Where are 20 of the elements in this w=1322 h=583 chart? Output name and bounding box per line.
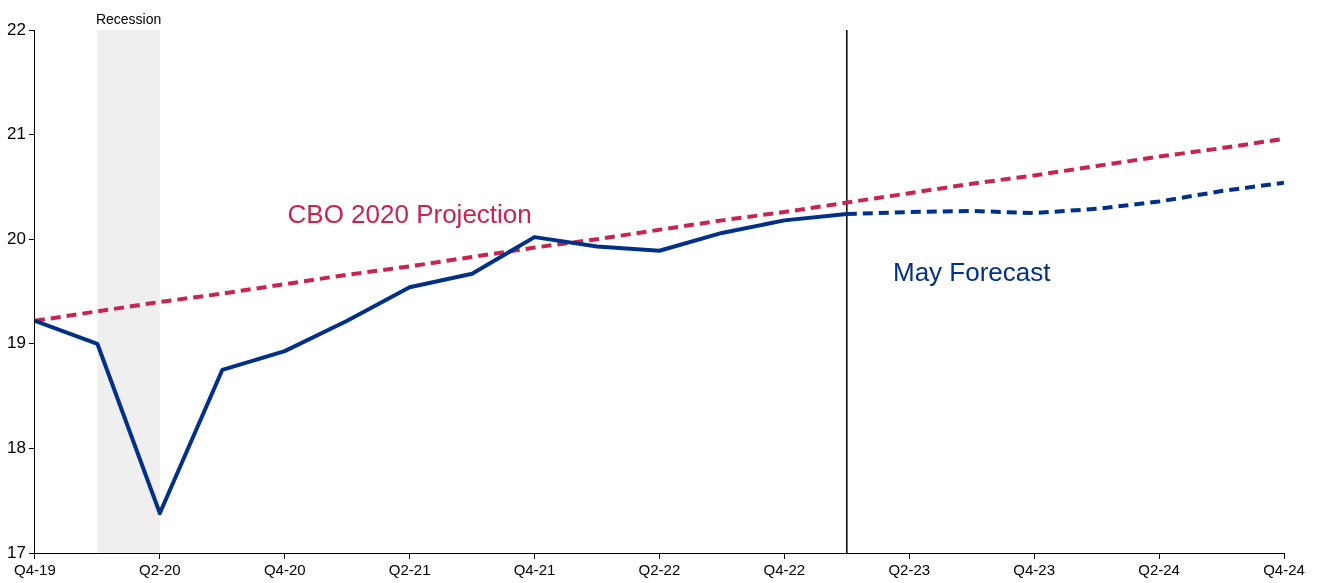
y-tick-label: 17 xyxy=(6,542,26,562)
y-tick-label: 22 xyxy=(6,19,26,39)
x-tick-label: Q2-20 xyxy=(138,561,181,579)
x-tick-label: Q4-24 xyxy=(1263,561,1305,579)
x-tick-label: Q4-21 xyxy=(513,561,556,579)
x-tick-label: Q2-24 xyxy=(1138,561,1180,579)
x-tick-label: Q2-21 xyxy=(388,561,431,579)
y-tick-label: 19 xyxy=(6,333,26,353)
y-tick-label: 20 xyxy=(6,228,26,248)
x-tick-label: Q2-22 xyxy=(638,561,681,579)
x-tick-label: Q4-22 xyxy=(763,561,806,579)
y-tick-label: 21 xyxy=(6,124,26,144)
x-tick-label: Q4-20 xyxy=(263,561,306,579)
series-label: May Forecast xyxy=(892,257,1052,288)
x-tick-label: Q4-23 xyxy=(1013,561,1056,579)
y-tick-label: 18 xyxy=(6,438,26,458)
band-label: Recession xyxy=(95,10,162,27)
x-tick-label: Q2-23 xyxy=(888,561,931,579)
series-label: CBO 2020 Projection xyxy=(287,198,532,229)
x-tick-label: Q4-19 xyxy=(14,561,56,579)
